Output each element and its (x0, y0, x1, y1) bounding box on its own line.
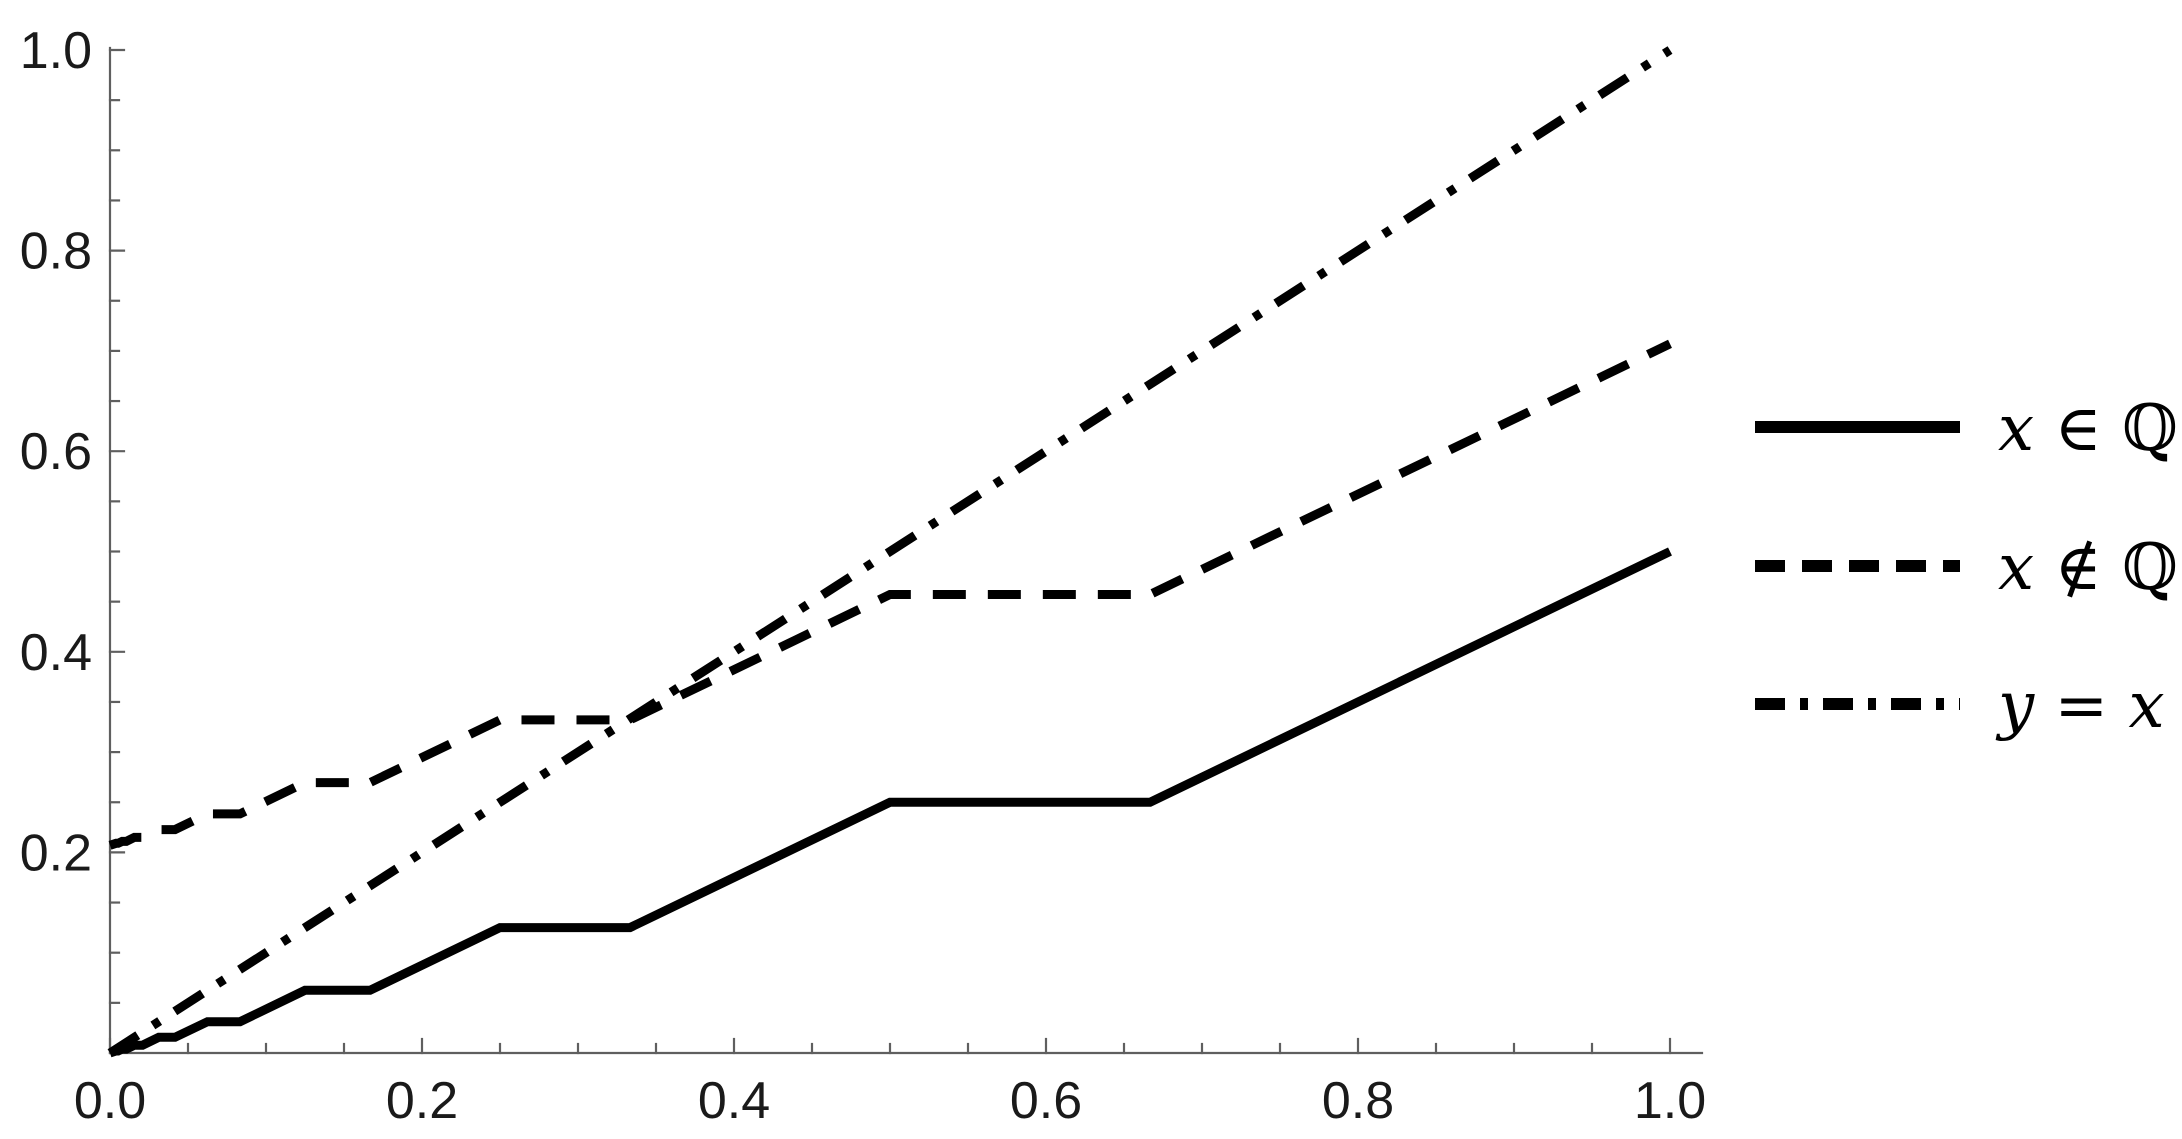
legend-math-variable: y (1995, 669, 2035, 743)
y-tick-label: 0.8 (20, 223, 92, 281)
series-dashed-curve (108, 339, 1672, 850)
series-dashdot-curve (107, 46, 1673, 1057)
y-tick-label: 1.0 (20, 22, 92, 80)
legend: x ∈ ℚx ∉ ℚy = x (1755, 392, 2178, 743)
tick-marks (108, 48, 1672, 1055)
legend-math-symbol: = (2034, 669, 2128, 743)
y-tick-label: 0.4 (20, 624, 92, 682)
x-tick-label: 0.8 (1322, 1072, 1394, 1130)
data-series (107, 46, 1673, 1058)
x-tick-label: 0.0 (74, 1072, 146, 1130)
y-tick-label: 0.2 (20, 824, 92, 882)
legend-item: y = x (1755, 669, 2165, 743)
series-solid-curve (108, 547, 1672, 1058)
legend-item-label: y = x (1995, 669, 2165, 743)
legend-math-symbol: ∈ ℚ (2034, 392, 2178, 466)
legend-item: x ∉ ℚ (1755, 531, 2178, 605)
legend-item-label: x ∈ ℚ (1998, 392, 2178, 466)
y-tick-label: 0.6 (20, 423, 92, 481)
x-tick-label: 0.6 (1010, 1072, 1082, 1130)
tick-labels: 0.0 0.2 0.4 0.6 0.8 1.0 0.2 0.4 0.6 0.8 1.0 (20, 22, 1706, 1130)
x-tick-label: 0.2 (386, 1072, 458, 1130)
x-tick-label: 1.0 (1634, 1072, 1706, 1130)
legend-item: x ∈ ℚ (1755, 392, 2178, 466)
legend-math-variable: x (2128, 669, 2164, 743)
legend-math-variable: x (1998, 392, 2034, 466)
legend-math-symbol: ∉ ℚ (2034, 531, 2178, 605)
legend-math-variable: x (1998, 531, 2034, 605)
x-tick-label: 0.4 (698, 1072, 770, 1130)
legend-item-label: x ∉ ℚ (1998, 531, 2178, 605)
